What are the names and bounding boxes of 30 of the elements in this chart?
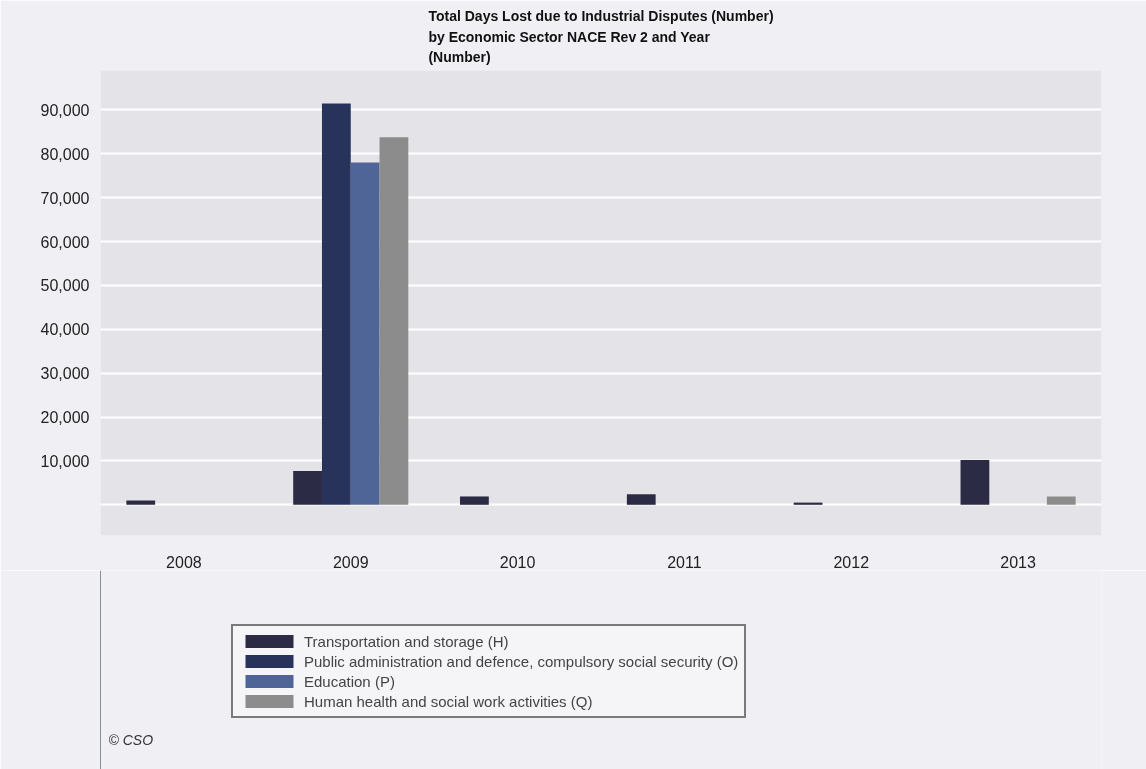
bar: [379, 137, 409, 505]
x-tick-label: 2012: [833, 553, 870, 571]
y-tick-label: 90,000: [40, 101, 90, 119]
y-tick-label: 30,000: [40, 365, 90, 383]
bar: [126, 500, 156, 505]
y-tick-label: 70,000: [40, 189, 90, 207]
bar: [626, 494, 656, 505]
bar: [321, 103, 351, 505]
x-tick-label: 2011: [667, 553, 702, 571]
bar: [293, 471, 322, 505]
y-tick-label: 40,000: [40, 321, 90, 339]
y-tick-label: 60,000: [40, 233, 90, 251]
bar: [460, 496, 489, 505]
x-tick-label: 2010: [499, 553, 536, 571]
legend-label: Transportation and storage (H): [304, 632, 509, 650]
x-tick-label: 2009: [332, 553, 369, 571]
x-tick-label: 2008: [166, 553, 202, 571]
x-tick-label: 2013: [1000, 553, 1036, 571]
y-tick-label: 20,000: [40, 409, 90, 427]
legend-label: Public administration and defence, compulsory social security (O): [304, 652, 739, 670]
legend-label: Human health and social work activities (Q): [304, 692, 593, 710]
bar: [960, 460, 990, 505]
y-tick-label: 50,000: [40, 277, 90, 295]
legend-label: Education (P): [304, 672, 395, 690]
y-tick-label: 80,000: [40, 145, 90, 163]
chart-title: Total Days Lost due to Industrial Disputes (Number) by Economic Sector NACE Rev 2 and Year (Number): [428, 7, 774, 66]
bar: [1046, 496, 1076, 505]
bar: [350, 162, 380, 505]
text: © CSO: [108, 731, 154, 748]
y-tick-label: 10,000: [40, 452, 90, 470]
